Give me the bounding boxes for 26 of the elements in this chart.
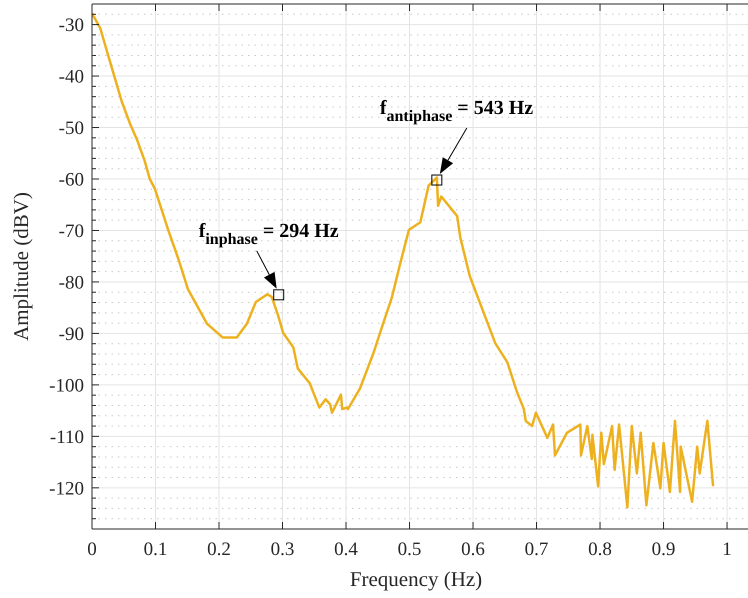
x-tick-label: 0.9 bbox=[652, 539, 676, 560]
x-tick-label: 1 bbox=[722, 539, 732, 560]
x-tick-label: 0.2 bbox=[207, 539, 231, 560]
x-tick-label: 0.6 bbox=[461, 539, 485, 560]
annotation: f$_{inphase}$ = 294 Hz bbox=[198, 220, 339, 248]
y-tick-label: -100 bbox=[49, 376, 84, 397]
y-tick-label: -80 bbox=[58, 272, 84, 294]
y-tick-label: -90 bbox=[58, 324, 84, 346]
x-tick-label: 0 bbox=[87, 539, 97, 560]
x-tick-label: 0.3 bbox=[270, 539, 294, 560]
y-tick-label: -120 bbox=[49, 478, 84, 500]
y-axis-title: Amplitude (dBV) bbox=[9, 192, 33, 341]
x-tick-label: 0.4 bbox=[334, 539, 358, 560]
x-tick-label: 0.1 bbox=[144, 539, 168, 560]
y-tick-label: -50 bbox=[58, 118, 84, 140]
y-tick-label: -60 bbox=[58, 170, 84, 191]
x-tick-label: 0.7 bbox=[524, 539, 548, 560]
y-tick-label: -70 bbox=[58, 221, 84, 242]
y-tick-label: -110 bbox=[50, 427, 84, 448]
x-tick-label: 0.8 bbox=[588, 539, 612, 560]
line-series bbox=[92, 12, 714, 509]
annotation: f$_{antiphase}$ = 543 Hz bbox=[380, 97, 534, 126]
y-tick-label: -30 bbox=[58, 15, 84, 36]
x-axis-title: Frequency (Hz) bbox=[350, 567, 482, 591]
y-tick-label: -40 bbox=[58, 66, 84, 88]
x-tick-label: 0.5 bbox=[398, 539, 422, 560]
